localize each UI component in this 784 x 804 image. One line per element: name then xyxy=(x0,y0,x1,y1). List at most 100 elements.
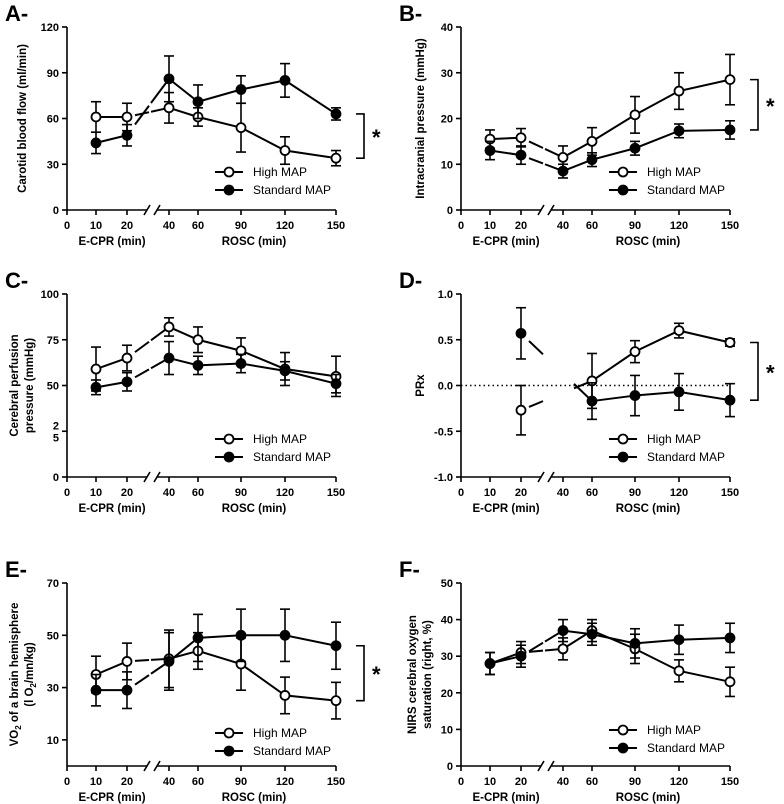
high-map-point xyxy=(330,152,342,164)
break-connector xyxy=(528,157,544,165)
x-tick-label: 90 xyxy=(629,487,641,499)
x-axis-title-rosc: ROSC (min) xyxy=(616,503,681,515)
y-tick-label: 10 xyxy=(47,735,59,747)
panel-d: D- -1.0 -0.5 0.0 0.5 1.0 0 10 20 40 60 90 120 150 E-CP… xyxy=(399,268,775,515)
high-map-point xyxy=(515,132,527,144)
standard-map-point xyxy=(330,640,342,652)
x-tick-label: 60 xyxy=(192,776,204,788)
significance-star: * xyxy=(372,662,381,687)
high-map-point xyxy=(557,151,569,163)
y-tick-label: 50 xyxy=(47,381,59,393)
standard-map-point xyxy=(90,137,102,149)
legend-label: Standard MAP xyxy=(253,744,331,758)
x-tick-label: 20 xyxy=(515,487,527,499)
significance-bracket xyxy=(356,113,365,159)
x-tick-label: 90 xyxy=(629,776,641,788)
high-map-point xyxy=(121,656,133,667)
y-tick-label: 10 xyxy=(441,159,453,171)
y-tick-label: -1.0 xyxy=(434,472,453,484)
x-axis-title-rosc: ROSC (min) xyxy=(222,503,287,515)
axis-break-mark xyxy=(153,204,161,216)
standard-map-point xyxy=(192,359,204,371)
legend: High MAP Standard MAP xyxy=(609,165,725,197)
standard-map-point xyxy=(586,395,598,407)
high-map-point xyxy=(163,321,175,333)
high-map-point xyxy=(90,363,102,375)
standard-map-point xyxy=(279,365,291,377)
x-tick-label: 60 xyxy=(586,776,598,788)
x-tick-label: 0 xyxy=(64,487,70,499)
x-axis-title-ecpr: E-CPR (min) xyxy=(472,236,539,248)
significance-bracket xyxy=(356,644,365,702)
axis-break-mark xyxy=(143,204,151,216)
y-axis-title: pressure (mmHg) xyxy=(24,338,36,433)
legend-label: High MAP xyxy=(647,432,701,446)
x-tick-label: 60 xyxy=(192,220,204,232)
x-axis-title-rosc: ROSC (min) xyxy=(222,236,287,248)
panel-letter: E- xyxy=(5,557,27,582)
x-tick-label: 0 xyxy=(64,776,70,788)
x-tick-label: 40 xyxy=(163,220,175,232)
x-tick-label: 150 xyxy=(327,220,345,232)
x-tick-label: 10 xyxy=(90,220,102,232)
break-connector xyxy=(134,105,150,126)
panel-b: B- 0 10 20 30 40 0 10 20 40 60 90 120 150 E-CPR (min) R… xyxy=(399,1,775,248)
x-tick-label: 10 xyxy=(484,220,496,232)
y-tick-label: 70 xyxy=(47,578,59,590)
high-map-point xyxy=(629,109,641,121)
standard-map-point xyxy=(330,378,342,390)
x-axis-title-rosc: ROSC (min) xyxy=(616,792,681,804)
y-tick-label: -0.5 xyxy=(434,426,453,438)
y-axis-title: NIRS cerebral oxygen xyxy=(407,615,419,734)
series-standard-map xyxy=(90,55,342,155)
standard-map-point xyxy=(163,656,175,667)
x-tick-label: 20 xyxy=(121,487,133,499)
standard-map-point xyxy=(586,154,598,166)
high-map-point xyxy=(279,690,291,701)
high-map-point xyxy=(330,695,342,707)
legend: High MAP Standard MAP xyxy=(215,726,331,758)
panel-e: E- 10 30 50 70 0 10 20 40 60 90 120 150 E-CPR (min) RO… xyxy=(5,557,381,804)
series-line xyxy=(168,649,337,702)
y-tick-label: 30 xyxy=(47,683,59,695)
x-tick-label: 150 xyxy=(327,487,345,499)
x-tick-label: 120 xyxy=(670,776,688,788)
legend-marker-high-map xyxy=(223,727,235,739)
y-axis-title: Cerebral perfusion xyxy=(9,334,21,436)
panel-letter: B- xyxy=(399,1,422,26)
high-map-point xyxy=(724,676,736,688)
panel-a: A- 0 30 60 90 120 0 10 20 40 60 90 120 150 E-CPR (min)… xyxy=(5,1,381,248)
standard-map-point xyxy=(515,650,527,662)
significance-star: * xyxy=(766,360,775,385)
high-map-point xyxy=(279,145,291,156)
x-tick-label: 10 xyxy=(484,487,496,499)
axis-break-mark xyxy=(547,204,555,216)
standard-map-point xyxy=(724,632,736,644)
legend-label: Standard MAP xyxy=(647,450,725,464)
break-connector xyxy=(528,641,544,653)
legend-marker-standard-map xyxy=(223,184,235,196)
break-connector xyxy=(528,340,544,356)
x-tick-label: 10 xyxy=(484,776,496,788)
axis-break-mark xyxy=(547,760,555,772)
y-tick-label: 10 xyxy=(441,724,453,736)
series-high-map xyxy=(90,91,342,167)
standard-map-point xyxy=(121,684,133,696)
standard-map-point xyxy=(629,390,641,401)
x-tick-label: 90 xyxy=(235,220,247,232)
high-map-point xyxy=(724,337,736,348)
break-connector xyxy=(528,649,544,653)
break-connector xyxy=(528,400,544,408)
high-map-point xyxy=(121,111,133,123)
high-map-point xyxy=(121,352,133,364)
break-connector xyxy=(134,340,150,353)
x-tick-label: 60 xyxy=(586,487,598,499)
standard-map-point xyxy=(629,637,641,649)
break-connector xyxy=(134,659,150,662)
legend-marker-standard-map xyxy=(617,184,629,196)
y-tick-label: 0.0 xyxy=(438,381,453,393)
x-tick-label: 120 xyxy=(276,487,294,499)
axis-break-mark xyxy=(547,471,555,483)
axis-break-mark xyxy=(143,471,151,483)
standard-map-point xyxy=(515,327,527,339)
